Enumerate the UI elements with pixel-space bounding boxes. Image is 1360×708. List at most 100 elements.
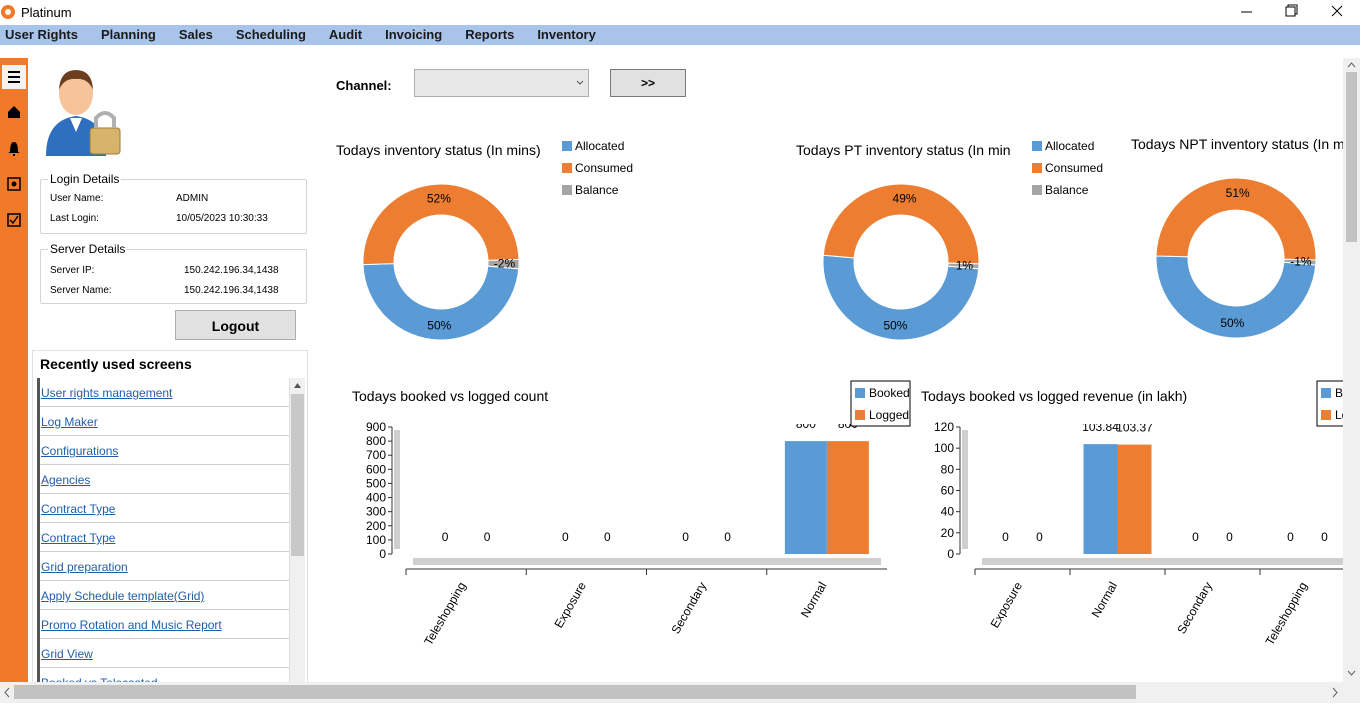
legend-label: Consumed — [575, 161, 633, 175]
data-label: 0 — [1287, 530, 1294, 544]
x-tick-label: Teleshopping — [1263, 580, 1310, 648]
y-tick-label: 0 — [947, 547, 954, 561]
data-label: 0 — [562, 530, 569, 544]
login-details-box: Login Details User Name: ADMIN Last Logi… — [40, 172, 307, 234]
legend: Booked Logged — [1316, 380, 1343, 427]
data-label: 0 — [724, 530, 731, 544]
menu-item[interactable]: Audit — [328, 27, 363, 42]
recent-screen-link[interactable]: Apply Schedule template(Grid) — [40, 581, 292, 610]
donut-chart: Todays NPT inventory status (In m 50% 51% -… — [1131, 136, 1343, 339]
title-bar: Platinum — [0, 0, 1360, 25]
bar-chart: Todays booked vs logged count01002003004… — [352, 380, 911, 648]
y-tick-label: 700 — [366, 448, 386, 462]
legend-label: Consumed — [1045, 161, 1103, 175]
go-button[interactable]: >> — [610, 69, 686, 97]
menu-item[interactable]: Sales — [178, 27, 213, 42]
data-label: 50% — [1220, 316, 1244, 330]
field-value: 10/05/2023 10:30:33 — [176, 213, 268, 224]
scrollbar-graphics — [291, 383, 304, 556]
data-label: 0 — [1226, 530, 1233, 544]
data-labels: 0 0 0 0 0 0 800 800 — [442, 417, 858, 544]
data-label: 0 — [1192, 530, 1199, 544]
bell-icon[interactable] — [8, 142, 20, 156]
menu-item[interactable]: Invoicing — [385, 27, 443, 42]
channel-dropdown[interactable] — [414, 69, 589, 97]
box-heading: Login Details — [48, 172, 122, 186]
recent-screen-link[interactable]: Grid preparation — [40, 552, 292, 581]
donut-segment — [487, 258, 520, 270]
recent-screen-link[interactable]: Contract Type — [40, 494, 292, 523]
recent-screen-link[interactable]: Configurations — [40, 436, 292, 465]
menu-item[interactable]: Inventory — [537, 27, 596, 42]
legend: Booked Logged — [850, 380, 911, 427]
recent-screen-link[interactable]: User rights management — [40, 378, 292, 407]
x-tick-label: Teleshopping — [421, 580, 468, 648]
data-label: 0 — [1036, 530, 1043, 544]
window-title: Platinum — [21, 5, 72, 20]
y-tick-label: 60 — [941, 484, 955, 498]
recent-screen-link[interactable]: Log Maker — [40, 407, 292, 436]
legend-label: Balance — [575, 183, 619, 197]
home-icon[interactable] — [8, 106, 20, 118]
server-details-box: Server Details Server IP: 150.242.196.34… — [40, 242, 307, 304]
field-value: 150.242.196.34,1438 — [184, 265, 279, 276]
plot-scrollbar — [982, 558, 1343, 565]
donut-segment — [947, 262, 980, 270]
legend-swatch — [562, 163, 572, 173]
recent-screens-panel: Recently used screens User rights manage… — [32, 350, 308, 683]
x-tick-label: Secondary — [668, 580, 709, 637]
legend-label: Allocated — [575, 139, 624, 153]
y-tick-label: 800 — [366, 434, 386, 448]
x-tick-label: Exposure — [551, 579, 589, 630]
data-label: 800 — [796, 417, 816, 431]
y-tick-label: 120 — [934, 420, 954, 434]
chart-title: Todays NPT inventory status (In m — [1131, 136, 1343, 152]
vertical-scrollbar[interactable] — [1343, 58, 1360, 682]
y-tick-label: 900 — [366, 420, 386, 434]
donut-segment — [822, 254, 980, 341]
donut-segment — [1155, 255, 1317, 339]
recent-screen-link[interactable]: Booked vs Telecasted — [40, 668, 292, 683]
chart-title: Todays booked vs logged revenue (in lakh… — [921, 388, 1187, 404]
data-label: 0 — [1321, 530, 1328, 544]
horizontal-scrollbar[interactable] — [0, 682, 1360, 703]
data-label: 52% — [427, 192, 451, 206]
data-label: 0 — [484, 530, 491, 544]
menu-item[interactable]: Reports — [465, 27, 515, 42]
field-value: ADMIN — [176, 193, 209, 204]
legend-label: Logged — [869, 408, 909, 422]
data-label: 49% — [893, 192, 917, 206]
data-label: 50% — [427, 318, 451, 332]
maximize-button[interactable] — [1285, 4, 1298, 17]
recent-screen-link[interactable]: Contract Type — [40, 523, 292, 552]
legend-label: Logged — [1335, 408, 1343, 422]
settings-icon[interactable] — [7, 177, 21, 191]
recent-screen-link[interactable]: Grid View — [40, 639, 292, 668]
field-label: User Name: — [50, 193, 104, 204]
legend-label: Booked — [869, 386, 910, 400]
plot-scrollbar — [413, 558, 881, 565]
menu-item[interactable]: Planning — [100, 27, 156, 42]
sidebar-icons — [2, 65, 26, 227]
y-tick-label: 500 — [366, 476, 386, 490]
legend-swatch — [1032, 185, 1042, 195]
bar — [784, 441, 827, 554]
user-avatar — [46, 70, 121, 156]
menu-item[interactable]: Scheduling — [235, 27, 306, 42]
recent-screen-link[interactable]: Agencies — [40, 465, 292, 494]
data-label: -2% — [494, 257, 516, 271]
dashboard-charts: Todays inventory status (In mins) 50% 52% -… — [336, 136, 1343, 648]
bar — [1117, 444, 1152, 554]
menu-item[interactable]: User Rights — [5, 27, 78, 42]
data-label: 50% — [883, 318, 907, 332]
y-tick-label: 200 — [366, 519, 386, 533]
y-tick-label: 20 — [941, 526, 955, 540]
tasks-icon[interactable] — [7, 213, 21, 227]
list-scrollbar[interactable] — [289, 378, 305, 683]
logout-button[interactable]: Logout — [175, 310, 296, 340]
field-label: Server Name: — [50, 285, 112, 296]
data-label: -1% — [1290, 255, 1312, 269]
recent-screen-link[interactable]: Promo Rotation and Music Report — [40, 610, 292, 639]
close-button[interactable] — [1331, 5, 1343, 17]
